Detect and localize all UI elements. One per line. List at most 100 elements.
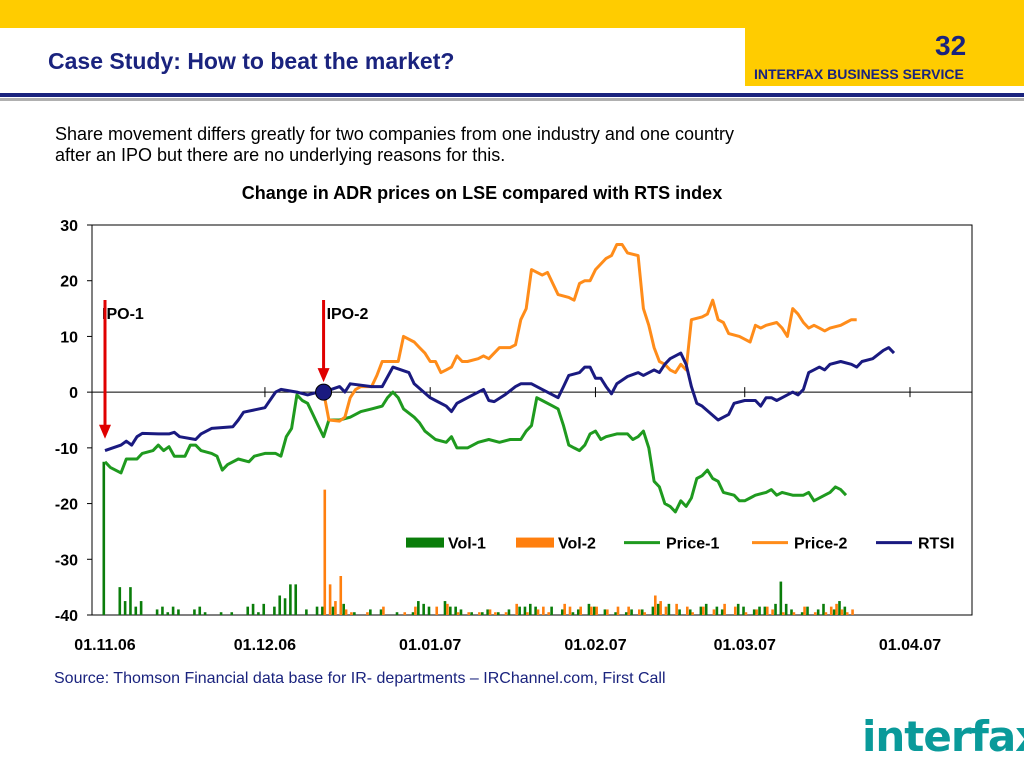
vol-1-bar xyxy=(321,606,324,615)
vol-1-bar xyxy=(230,612,234,615)
y-tick-label: 0 xyxy=(69,385,78,402)
title-panel xyxy=(0,28,745,96)
vol-2-bar xyxy=(616,606,620,615)
vol-1-bar xyxy=(784,603,788,615)
vol-2-bar xyxy=(563,603,566,615)
vol-2-bar xyxy=(542,606,545,615)
vol-2-bar xyxy=(350,612,353,615)
vol-1-bar xyxy=(720,609,724,615)
vol-1-bar xyxy=(161,606,164,615)
vol-1-bar xyxy=(417,601,420,615)
legend-swatch xyxy=(516,537,554,548)
vol-1-bar xyxy=(155,609,159,615)
vol-2-bar xyxy=(323,489,327,615)
vol-1-bar xyxy=(651,606,655,615)
vol-1-bar xyxy=(736,603,740,615)
vol-1-bar xyxy=(838,601,841,615)
vol-1-bar xyxy=(443,601,447,615)
vol-1-bar xyxy=(832,609,836,615)
y-tick-label: 20 xyxy=(60,274,78,291)
ipo-label: IPO-1 xyxy=(102,306,144,323)
vol-1-bar xyxy=(624,612,628,615)
page-number: 32 xyxy=(935,30,967,61)
vol-1-bar xyxy=(843,606,847,615)
vol-1-bar xyxy=(251,603,255,615)
vol-1-bar xyxy=(704,603,708,615)
vol-1-bar xyxy=(123,601,127,615)
vol-2-bar xyxy=(488,609,492,615)
vol-2-bar xyxy=(494,612,497,615)
vol-1-bar xyxy=(246,606,250,615)
vol-2-bar xyxy=(723,603,726,615)
vol-1-bar xyxy=(497,612,500,615)
vol-1-bar xyxy=(411,612,415,615)
interfax-logo: interfax xyxy=(862,712,1024,761)
vol-1-bar xyxy=(353,612,356,615)
vol-2-bar xyxy=(435,606,439,615)
vol-1-bar xyxy=(459,609,463,615)
vol-2-bar xyxy=(845,612,849,615)
vol-1-bar xyxy=(763,606,767,615)
vol-2-bar xyxy=(829,606,833,615)
vol-2-bar xyxy=(414,606,417,615)
vol-2-bar xyxy=(579,606,582,615)
vol-1-bar xyxy=(454,606,457,615)
legend-label: Vol-1 xyxy=(448,536,486,553)
vol-2-bar xyxy=(515,603,518,615)
x-tick-label: 01.11.06 xyxy=(74,637,136,654)
vol-1-bar xyxy=(273,606,276,615)
vol-1-bar xyxy=(656,603,660,615)
vol-1-bar xyxy=(822,603,825,615)
vol-2-bar xyxy=(765,606,769,615)
vol-2-bar xyxy=(664,606,668,615)
vol-2-bar xyxy=(840,609,844,615)
vol-2-bar xyxy=(659,601,662,615)
vol-2-bar xyxy=(835,603,838,615)
vol-2-bar xyxy=(446,603,449,615)
divider-gray xyxy=(0,98,1024,101)
y-tick-label: -30 xyxy=(55,552,78,569)
vol-1-bar xyxy=(528,603,532,615)
vol-2-bar xyxy=(536,609,540,615)
vol-2-bar xyxy=(403,612,407,615)
vol-1-bar xyxy=(369,609,372,615)
vol-2-bar xyxy=(526,612,529,615)
vol-2-bar xyxy=(467,612,471,615)
vol-1-bar xyxy=(305,609,308,615)
vol-1-bar xyxy=(742,606,745,615)
slide-title: Case Study: How to beat the market? xyxy=(48,48,455,74)
vol-2-bar xyxy=(606,609,609,615)
vol-1-bar xyxy=(294,584,298,615)
intro-text: Share movement differs greatly for two c… xyxy=(55,124,955,166)
vol-2-bar xyxy=(803,606,806,615)
legend-label: Vol-2 xyxy=(558,536,596,553)
vol-1-bar xyxy=(278,595,282,615)
vol-1-bar xyxy=(171,606,175,615)
vol-2-bar xyxy=(712,609,716,615)
vol-1-bar xyxy=(715,606,719,615)
vol-1-bar xyxy=(560,609,564,615)
vol-1-bar xyxy=(262,603,266,615)
vol-1-bar xyxy=(752,609,756,615)
vol-2-bar xyxy=(547,612,550,615)
vol-2-bar xyxy=(691,612,694,615)
vol-1-bar xyxy=(699,606,703,615)
vol-2-bar xyxy=(568,606,572,615)
vol-2-bar xyxy=(654,595,657,615)
vol-1-bar xyxy=(118,587,122,615)
vol-2-bar xyxy=(851,609,854,615)
x-tick-label: 01.03.07 xyxy=(714,637,776,654)
vol-1-bar xyxy=(576,609,580,615)
vol-2-bar xyxy=(771,609,774,615)
vol-1-bar xyxy=(603,609,607,615)
vol-1-bar xyxy=(129,587,132,615)
chart-canvas: 30 20 10 0 -10 -20 -30 -40 01.11.06 01.12.06 01.01… xyxy=(55,218,973,654)
ipo-arrow-head xyxy=(99,424,111,439)
vol-2-bar xyxy=(334,601,337,615)
vol-1-bar xyxy=(614,612,617,615)
vol-1-bar xyxy=(790,609,793,615)
vol-1-bar xyxy=(134,606,138,615)
vol-1-bar xyxy=(315,606,319,615)
vol-2-bar xyxy=(744,612,748,615)
vol-2-bar xyxy=(792,612,796,615)
